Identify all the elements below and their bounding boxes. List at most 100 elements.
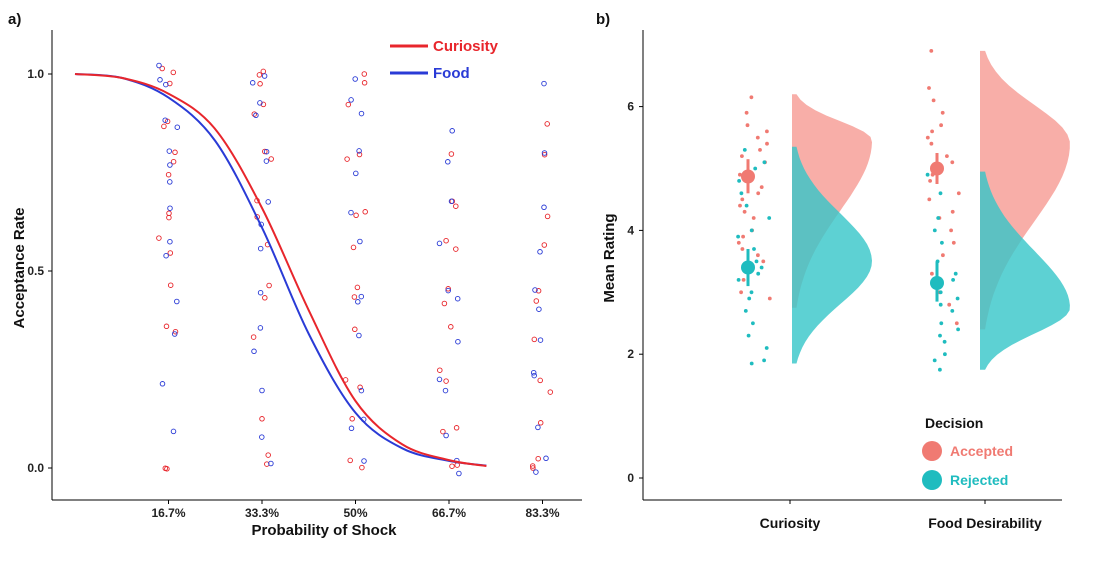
- rating-point-accepted: [765, 141, 769, 146]
- data-point-curiosity: [448, 324, 454, 330]
- data-point-food: [541, 80, 547, 87]
- data-point-food: [436, 376, 443, 383]
- rating-point-rejected: [749, 361, 754, 366]
- rating-point-rejected: [951, 278, 955, 282]
- data-point-food: [361, 458, 367, 464]
- data-point-curiosity: [262, 148, 268, 155]
- legend-rejected-swatch: [922, 470, 942, 490]
- data-point-food: [268, 460, 274, 467]
- rating-point-rejected: [764, 346, 769, 350]
- data-point-food: [348, 209, 354, 216]
- data-point-curiosity: [533, 298, 540, 304]
- data-point-curiosity: [544, 121, 550, 127]
- legend-accepted-swatch: [922, 441, 942, 461]
- data-point-curiosity: [170, 69, 177, 76]
- rating-point-accepted: [740, 154, 744, 159]
- panel-b-clouds: [792, 50, 1070, 370]
- data-point-curiosity: [260, 68, 267, 75]
- data-point-food: [356, 148, 362, 154]
- rating-point-accepted: [951, 240, 956, 245]
- rating-point-rejected: [754, 259, 759, 264]
- rating-point-accepted: [925, 135, 930, 140]
- rating-point-rejected: [938, 290, 943, 295]
- rating-point-accepted: [759, 185, 764, 190]
- panel-a: a) 0.0 0.5 1.0 16.7% 33.3% 50% 66.7% 83.3% Pro…: [8, 11, 582, 539]
- data-point-food: [174, 124, 181, 130]
- panel-b-means: [741, 153, 944, 302]
- data-point-food: [348, 97, 354, 103]
- rating-point-rejected: [751, 321, 755, 326]
- rating-point-rejected: [753, 166, 758, 171]
- rating-point-rejected: [744, 203, 749, 208]
- rating-point-rejected: [932, 228, 937, 233]
- mean-marker-accepted: [741, 169, 755, 184]
- data-point-food: [449, 128, 455, 134]
- rating-point-accepted: [941, 253, 945, 258]
- rating-point-rejected: [743, 309, 748, 313]
- data-point-food: [537, 249, 543, 255]
- rating-point-rejected: [749, 290, 754, 295]
- data-point-curiosity: [166, 214, 172, 221]
- data-point-food: [171, 331, 178, 337]
- data-point-curiosity: [350, 244, 357, 251]
- rating-point-rejected: [955, 296, 960, 301]
- data-point-curiosity: [362, 209, 368, 215]
- rating-point-rejected: [742, 148, 747, 152]
- data-point-curiosity: [156, 235, 162, 241]
- rating-point-rejected: [737, 179, 741, 183]
- rating-point-rejected: [759, 265, 764, 270]
- data-point-food: [249, 80, 256, 86]
- rating-point-accepted: [949, 228, 953, 233]
- y-tick-label: 2: [627, 347, 634, 361]
- y-tick-label: 6: [627, 100, 634, 114]
- data-point-food: [259, 387, 265, 394]
- rating-point-rejected: [942, 339, 947, 344]
- panel-a-x-axis-title: Probability of Shock: [251, 522, 397, 539]
- rating-point-rejected: [736, 278, 741, 282]
- data-point-curiosity: [265, 452, 271, 458]
- data-point-food: [455, 338, 461, 345]
- data-point-food: [358, 387, 365, 394]
- data-point-food: [436, 240, 443, 247]
- data-point-food: [265, 199, 271, 205]
- data-point-curiosity: [443, 378, 449, 384]
- data-point-curiosity: [547, 389, 554, 395]
- data-point-food: [454, 295, 461, 302]
- fit-curve-food: [74, 73, 487, 467]
- x-tick-label: 66.7%: [432, 506, 466, 520]
- rating-point-accepted: [739, 290, 743, 295]
- data-point-curiosity: [453, 203, 459, 209]
- data-point-curiosity: [356, 151, 363, 158]
- rating-point-rejected: [739, 191, 744, 196]
- rating-point-accepted: [930, 129, 934, 134]
- rating-point-rejected: [756, 271, 761, 276]
- rating-point-accepted: [950, 160, 955, 165]
- legend-rejected-label: Rejected: [950, 472, 1008, 488]
- legend-decision-title: Decision: [925, 415, 983, 431]
- panel-b-y-axis-title: Mean Rating: [601, 213, 618, 302]
- data-point-food: [166, 148, 173, 154]
- data-point-food: [163, 252, 169, 259]
- rating-point-rejected: [953, 271, 958, 276]
- rating-point-accepted: [765, 129, 769, 134]
- data-point-curiosity: [259, 416, 265, 422]
- rating-point-rejected: [938, 302, 943, 307]
- data-point-curiosity: [260, 101, 267, 108]
- data-point-food: [357, 238, 363, 245]
- mean-marker-rejected: [930, 276, 944, 290]
- rating-point-rejected: [746, 333, 751, 338]
- panel-a-points: [156, 62, 554, 477]
- rating-point-rejected: [752, 247, 756, 251]
- data-point-curiosity: [161, 123, 167, 130]
- data-point-food: [348, 425, 355, 432]
- rating-point-accepted: [749, 95, 754, 100]
- data-point-curiosity: [266, 282, 272, 289]
- legend-curiosity-label: Curiosity: [433, 38, 499, 55]
- data-point-food: [358, 293, 365, 300]
- rating-point-accepted: [756, 191, 761, 196]
- rating-point-accepted: [741, 234, 745, 239]
- data-point-curiosity: [359, 464, 365, 471]
- data-point-food: [445, 159, 451, 165]
- rating-point-accepted: [954, 321, 959, 326]
